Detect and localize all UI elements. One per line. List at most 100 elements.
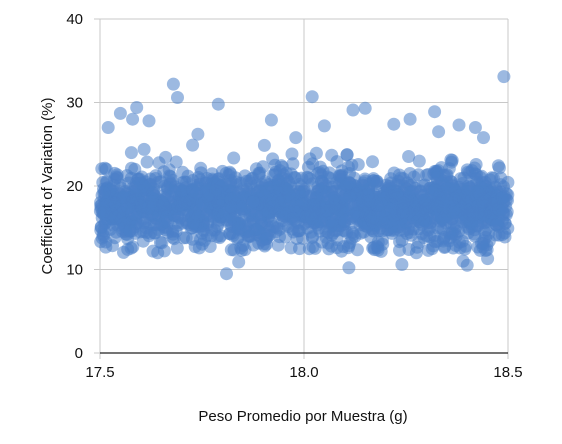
scatter-point [200, 172, 214, 185]
scatter-point [412, 154, 426, 168]
scatter-outlier-point [232, 255, 246, 269]
scatter-point [258, 189, 272, 203]
scatter-point [168, 209, 182, 223]
scatter-point [285, 147, 299, 161]
scatter-point [141, 201, 155, 215]
scatter-point [97, 224, 111, 238]
scatter-point [180, 175, 194, 189]
scatter-point [224, 243, 238, 257]
scatter-point [112, 209, 126, 223]
scatter-point [325, 239, 338, 253]
scatter-outlier-point [142, 114, 156, 128]
scatter-point [440, 182, 454, 196]
scatter-point [123, 224, 137, 238]
scatter-outlier-point [481, 252, 495, 266]
scatter-outlier-point [403, 112, 417, 126]
scatter-point [170, 241, 184, 255]
scatter-point [257, 138, 271, 152]
scatter-point [164, 170, 178, 184]
y-axis-label: Coefficient of Variation (%) [39, 97, 56, 274]
scatter-outlier-point [317, 119, 331, 133]
scatter-point [262, 205, 276, 219]
scatter-point [179, 231, 193, 245]
scatter-outlier-point [387, 117, 401, 131]
scatter-point [366, 211, 380, 225]
scatter-point [247, 238, 260, 252]
scatter-point [346, 227, 360, 241]
scatter-point [204, 229, 218, 243]
scatter-point [292, 177, 306, 191]
scatter-point [429, 211, 442, 225]
scatter-point [301, 160, 315, 174]
scatter-point [124, 146, 138, 160]
scatter-point [325, 148, 339, 162]
scatter-point [185, 193, 199, 207]
scatter-point [375, 233, 389, 247]
scatter-point [287, 212, 300, 226]
scatter-point [311, 180, 325, 194]
scatter-point [498, 230, 512, 244]
scatter-point [455, 234, 469, 248]
scatter-outlier-point [468, 121, 482, 134]
scatter-outlier-point [130, 101, 144, 114]
scatter-point [393, 243, 406, 257]
scatter-outlier-point [220, 267, 233, 281]
scatter-point [426, 239, 440, 253]
scatter-outlier-point [289, 131, 303, 145]
scatter-point [277, 206, 291, 220]
scatter-point [207, 210, 221, 224]
scatter-point [384, 176, 398, 190]
scatter-point [258, 239, 272, 253]
y-tick-labels: 0 10 20 30 40 [66, 11, 83, 362]
scatter-point [322, 166, 336, 180]
scatter-outlier-point [264, 113, 278, 127]
x-tick-label: 18.5 [493, 364, 522, 381]
y-tick-label: 0 [75, 345, 83, 362]
scatter-point [430, 199, 444, 212]
scatter-point [223, 165, 237, 179]
scatter-point [416, 179, 430, 193]
scatter-point [309, 146, 323, 160]
scatter-point [194, 161, 208, 175]
scatter-point [401, 222, 415, 236]
scatter-point [445, 192, 458, 206]
scatter-outlier-point [342, 261, 356, 275]
scatter-point [201, 189, 215, 203]
scatter-point [324, 200, 338, 214]
scatter-point [476, 195, 490, 209]
scatter-point [321, 186, 335, 200]
scatter-outlier-point [452, 118, 466, 132]
scatter-point [158, 201, 172, 215]
x-tick-labels: 17.5 18.0 18.5 [85, 364, 522, 381]
scatter-point [246, 195, 260, 209]
y-tick-label: 30 [66, 95, 83, 112]
scatter-point [256, 227, 270, 241]
scatter-outlier-point [497, 70, 511, 84]
scatter-outlier-point [191, 127, 205, 141]
scatter-point [486, 197, 500, 211]
scatter-point [351, 158, 365, 171]
scatter-point [124, 241, 138, 255]
scatter-point [223, 214, 237, 228]
scatter-point [335, 212, 349, 226]
scatter-point [362, 194, 376, 208]
scatter-point [305, 231, 319, 245]
scatter-point [374, 197, 388, 211]
scatter-point [134, 176, 148, 190]
scatter-point [436, 234, 450, 248]
scatter-point [95, 162, 109, 176]
scatter-point [490, 218, 504, 232]
x-tick-label: 17.5 [85, 364, 114, 381]
scatter-point [276, 160, 290, 174]
scatter-outlier-point [346, 103, 360, 117]
scatter-point [293, 242, 306, 256]
scatter-outlier-point [146, 244, 160, 258]
scatter-point [306, 240, 320, 254]
scatter-outlier-point [460, 258, 474, 272]
scatter-point [186, 216, 200, 230]
scatter-point [224, 192, 238, 206]
scatter-outlier-point [171, 91, 184, 104]
scatter-point [269, 225, 283, 239]
scatter-point [236, 238, 250, 252]
